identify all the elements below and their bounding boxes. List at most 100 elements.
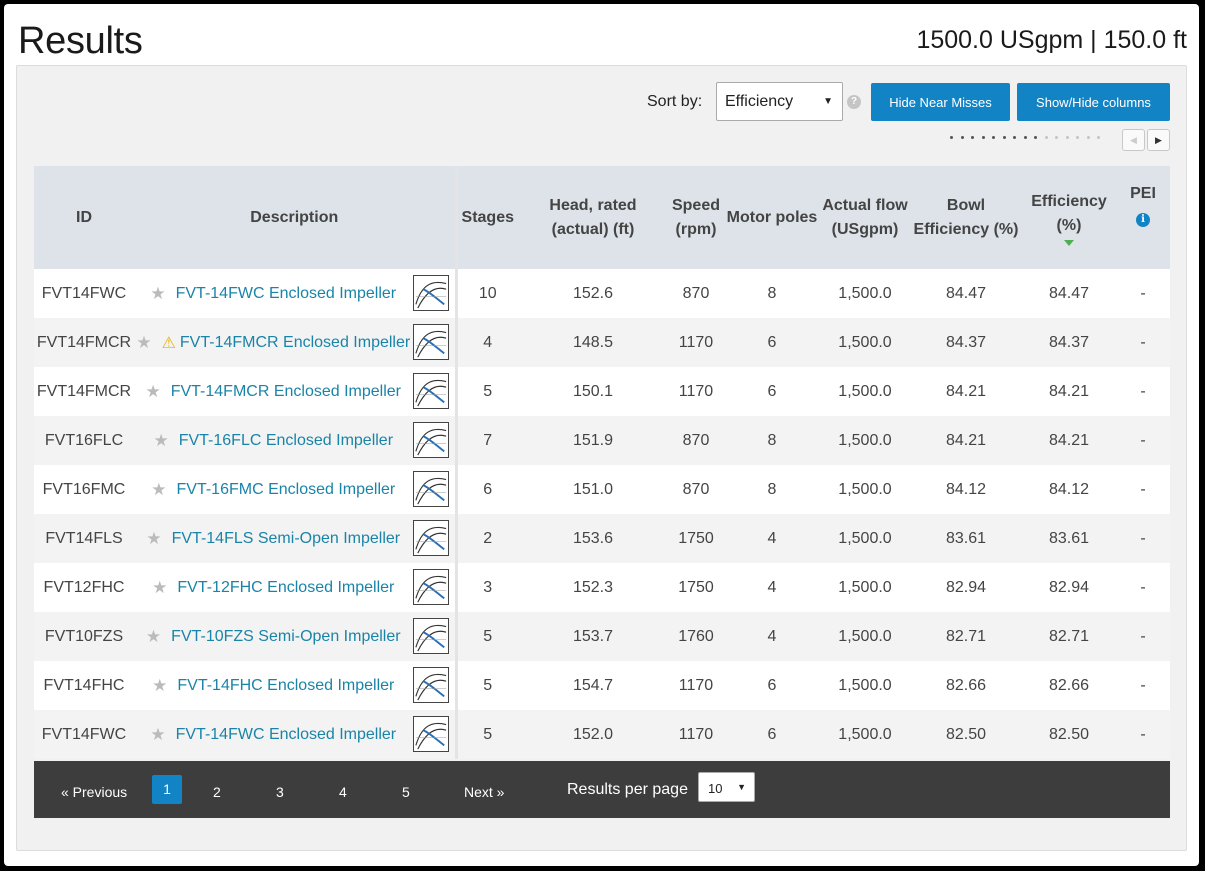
favorite-star-icon[interactable]: ★ (146, 528, 162, 548)
hide-near-misses-button[interactable]: Hide Near Misses (871, 83, 1010, 121)
favorite-star-icon[interactable]: ★ (145, 626, 162, 646)
pump-curve-icon[interactable] (412, 618, 449, 654)
table-header-row: ID Description Stages Head, rated (actua… (34, 166, 1170, 269)
table-row[interactable]: FVT16FMC ★ FVT-16FMC Enclosed Impeller 6 151… (34, 465, 1170, 514)
cell-id: FVT14FWC (34, 269, 134, 318)
pump-description-link[interactable]: FVT-14FHC Enclosed Impeller (177, 676, 395, 694)
col-header-efficiency[interactable]: Efficiency (%) (1022, 166, 1116, 269)
cell-motor-poles: 6 (724, 661, 820, 710)
table-row[interactable]: FVT12FHC ★ FVT-12FHC Enclosed Impeller 3 152… (34, 563, 1170, 612)
favorite-star-icon[interactable]: ★ (152, 577, 168, 597)
cell-pei: - (1116, 563, 1170, 612)
pump-curve-icon[interactable] (412, 716, 449, 752)
cell-actual-flow: 1,500.0 (820, 465, 910, 514)
cell-speed: 1170 (668, 318, 724, 367)
page-link-5[interactable]: 5 (402, 784, 410, 800)
page-link-3[interactable]: 3 (276, 784, 284, 800)
table-row[interactable]: FVT14FLS ★ FVT-14FLS Semi-Open Impeller 2 15… (34, 514, 1170, 563)
pump-description-link[interactable]: FVT-14FMCR Enclosed Impeller (179, 333, 411, 351)
results-page: Results 1500.0 USgpm | 150.0 ft Sort by:… (4, 4, 1199, 866)
cell-actual-flow: 1,500.0 (820, 514, 910, 563)
col-header-motor-poles[interactable]: Motor poles (724, 166, 820, 269)
cell-pei: - (1116, 269, 1170, 318)
cell-actual-flow: 1,500.0 (820, 318, 910, 367)
favorite-star-icon[interactable]: ★ (145, 381, 161, 401)
pump-description-link[interactable]: FVT-12FHC Enclosed Impeller (177, 578, 395, 596)
table-row[interactable]: FVT14FHC ★ FVT-14FHC Enclosed Impeller 5 154… (34, 661, 1170, 710)
previous-page-link[interactable]: « Previous (61, 784, 128, 800)
pump-curve-icon[interactable] (412, 471, 449, 507)
cell-id: FVT10FZS (34, 612, 134, 661)
query-summary: 1500.0 USgpm | 150.0 ft (916, 26, 1187, 54)
cell-stages: 10 (456, 269, 518, 318)
pump-curve-icon[interactable] (412, 324, 449, 360)
scroll-dot (1076, 136, 1079, 139)
cell-id: FVT12FHC (34, 563, 134, 612)
cell-efficiency: 83.61 (1022, 514, 1116, 563)
cell-head: 152.6 (518, 269, 668, 318)
pump-description-link[interactable]: FVT-14FWC Enclosed Impeller (175, 284, 397, 302)
col-header-pei[interactable]: PEI i (1116, 166, 1170, 269)
table-row[interactable]: FVT14FMCR ★ ⚠ FVT-14FMCR Enclosed Impeller 4… (34, 318, 1170, 367)
col-header-speed[interactable]: Speed (rpm) (668, 166, 724, 269)
favorite-star-icon[interactable]: ★ (151, 479, 167, 499)
cell-speed: 1170 (668, 661, 724, 710)
pump-description-link[interactable]: FVT-14FWC Enclosed Impeller (175, 725, 397, 743)
table-row[interactable]: FVT10FZS ★ FVT-10FZS Semi-Open Impeller 5 15… (34, 612, 1170, 661)
cell-actual-flow: 1,500.0 (820, 710, 910, 759)
sort-select[interactable]: Efficiency ▼ (716, 82, 843, 121)
cell-bowl-efficiency: 84.21 (910, 416, 1022, 465)
col-header-head[interactable]: Head, rated (actual) (ft) (518, 166, 668, 269)
favorite-star-icon[interactable]: ★ (150, 283, 166, 303)
pump-curve-icon[interactable] (412, 422, 449, 458)
col-header-stages[interactable]: Stages (456, 166, 518, 269)
cell-stages: 5 (456, 710, 518, 759)
pump-curve-icon[interactable] (412, 275, 449, 311)
pump-description-link[interactable]: FVT-16FLC Enclosed Impeller (178, 431, 394, 449)
cell-head: 151.0 (518, 465, 668, 514)
next-page-link[interactable]: Next » (464, 784, 505, 800)
page-link-1[interactable]: 1 (152, 775, 182, 804)
col-header-description[interactable]: Description (134, 166, 458, 269)
scroll-dot (971, 136, 974, 139)
col-header-actual-flow[interactable]: Actual flow (USgpm) (820, 166, 910, 269)
scroll-dot (1044, 136, 1048, 139)
pump-curve-icon[interactable] (412, 569, 449, 605)
chevron-left-icon[interactable]: ◀ (1122, 129, 1145, 151)
pump-description-link[interactable]: FVT-10FZS Semi-Open Impeller (171, 627, 401, 645)
pump-curve-icon[interactable] (412, 667, 449, 703)
cell-speed: 870 (668, 416, 724, 465)
table-row[interactable]: FVT16FLC ★ FVT-16FLC Enclosed Impeller 7 151… (34, 416, 1170, 465)
info-icon[interactable]: i (1136, 213, 1150, 227)
table-row[interactable]: FVT14FMCR ★ FVT-14FMCR Enclosed Impeller 5 1… (34, 367, 1170, 416)
scroll-dot (992, 136, 995, 139)
pump-description-link[interactable]: FVT-14FLS Semi-Open Impeller (171, 529, 401, 547)
table-row[interactable]: FVT14FWC ★ FVT-14FWC Enclosed Impeller 10 15… (34, 269, 1170, 318)
scroll-dot (950, 136, 953, 139)
favorite-star-icon[interactable]: ★ (153, 430, 169, 450)
cell-bowl-efficiency: 83.61 (910, 514, 1022, 563)
pump-curve-icon[interactable] (412, 373, 449, 409)
cell-stages: 5 (456, 661, 518, 710)
pump-curve-icon[interactable] (412, 520, 449, 556)
table-row[interactable]: FVT14FWC ★ FVT-14FWC Enclosed Impeller 5 152… (34, 710, 1170, 759)
chevron-right-icon[interactable]: ▶ (1147, 129, 1170, 151)
col-header-bowl-efficiency[interactable]: Bowl Efficiency (%) (910, 166, 1022, 269)
favorite-star-icon[interactable]: ★ (150, 724, 166, 744)
pump-description-link[interactable]: FVT-14FMCR Enclosed Impeller (170, 382, 402, 400)
cell-motor-poles: 6 (724, 367, 820, 416)
results-per-page-select[interactable]: 10 ▼ (698, 772, 755, 802)
col-header-id[interactable]: ID (34, 166, 134, 269)
favorite-star-icon[interactable]: ★ (136, 332, 152, 352)
cell-description: ★ FVT-16FMC Enclosed Impeller (134, 465, 458, 514)
results-per-page-value: 10 (708, 781, 723, 796)
page-link-4[interactable]: 4 (339, 784, 347, 800)
pump-description-link[interactable]: FVT-16FMC Enclosed Impeller (176, 480, 396, 498)
help-icon[interactable]: ? (847, 95, 861, 109)
show-hide-columns-button[interactable]: Show/Hide columns (1017, 83, 1170, 121)
cell-id: FVT14FMCR (34, 318, 134, 367)
favorite-star-icon[interactable]: ★ (152, 675, 168, 695)
page-link-2[interactable]: 2 (213, 784, 221, 800)
caret-down-icon: ▼ (737, 782, 746, 792)
scroll-dot (960, 136, 964, 139)
